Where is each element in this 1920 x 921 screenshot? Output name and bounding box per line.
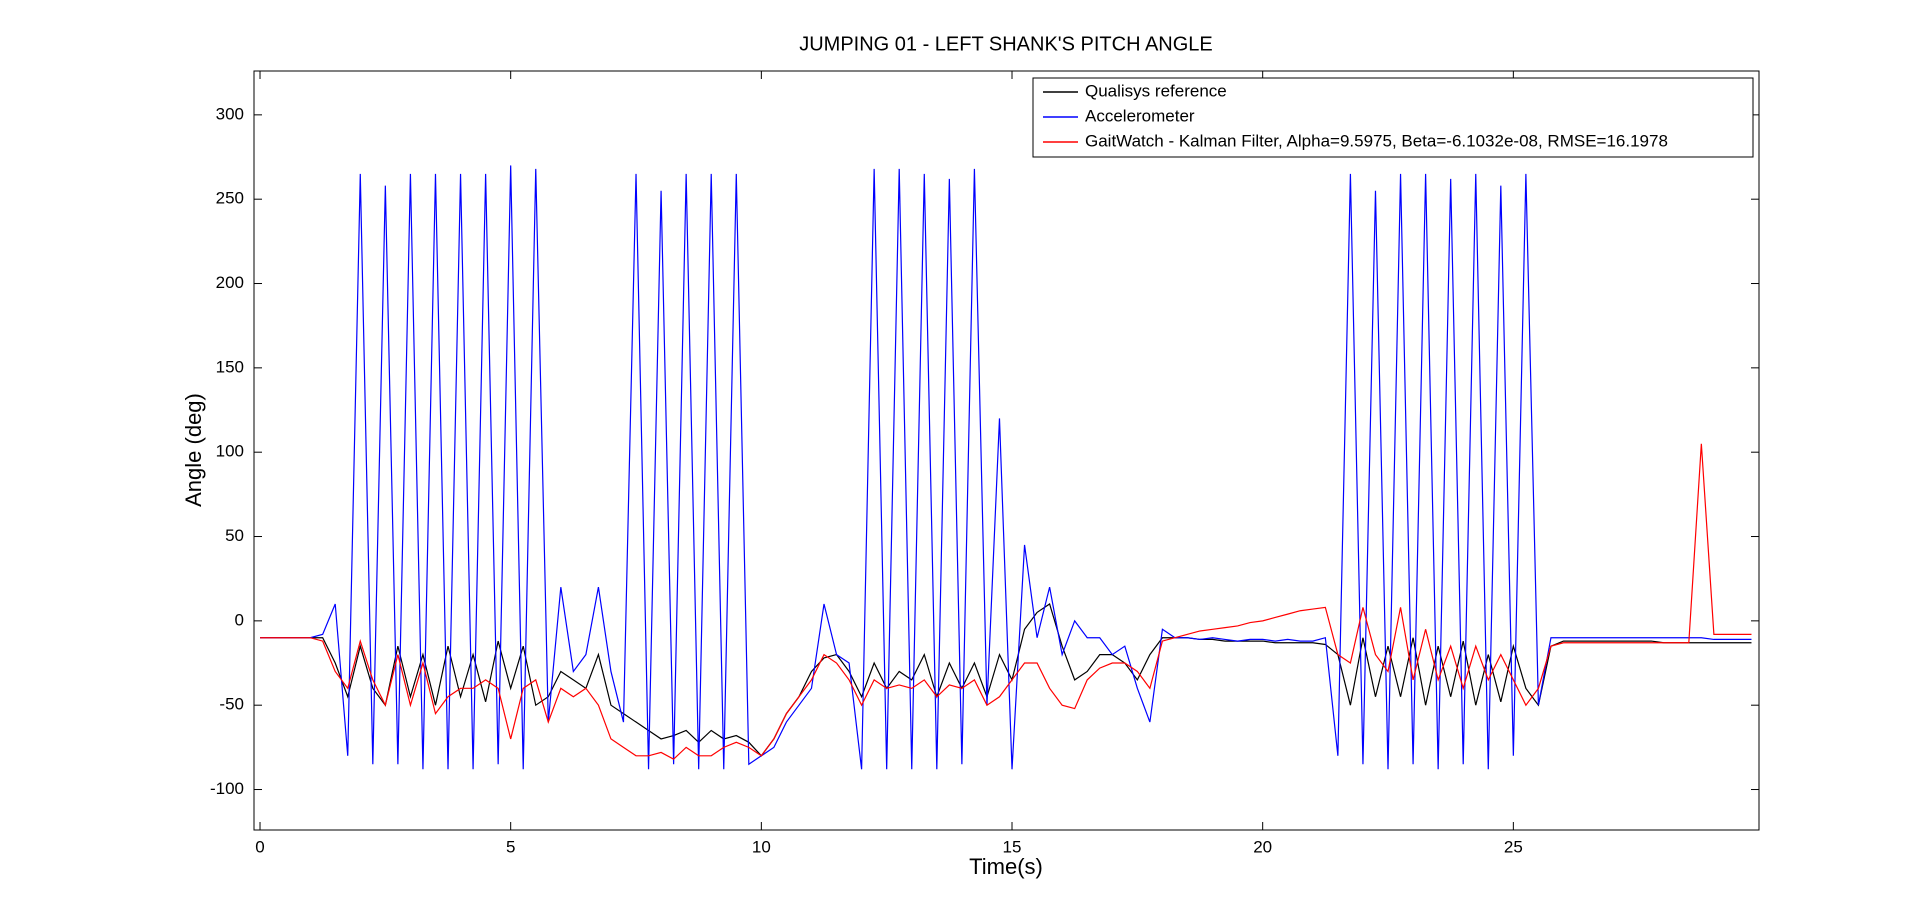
y-tick-label: 50 bbox=[225, 526, 244, 545]
x-axis-label: Time(s) bbox=[969, 854, 1043, 879]
x-tick-label: 15 bbox=[1003, 837, 1022, 856]
legend-label: Qualisys reference bbox=[1085, 81, 1227, 100]
x-tick-label: 20 bbox=[1253, 837, 1272, 856]
y-axis-label: Angle (deg) bbox=[181, 393, 206, 507]
legend-box bbox=[1032, 77, 1754, 158]
y-tick-label: 150 bbox=[216, 357, 244, 376]
x-tick-label: 0 bbox=[255, 837, 264, 856]
data-line bbox=[260, 165, 1752, 770]
y-tick-label: 100 bbox=[216, 442, 244, 461]
x-tick-label: 25 bbox=[1504, 837, 1523, 856]
axes-box bbox=[253, 70, 1760, 831]
y-tick-label: 300 bbox=[216, 104, 244, 123]
data-line bbox=[260, 603, 1752, 757]
x-tick-label: 10 bbox=[752, 837, 771, 856]
y-tick-label: 250 bbox=[216, 189, 244, 208]
y-tick-label: 200 bbox=[216, 273, 244, 292]
data-line bbox=[260, 443, 1752, 760]
x-tick-label: 5 bbox=[506, 837, 515, 856]
legend-label: GaitWatch - Kalman Filter, Alpha=9.5975,… bbox=[1085, 131, 1668, 150]
y-tick-label: 0 bbox=[235, 610, 244, 629]
legend-label: Accelerometer bbox=[1085, 106, 1195, 125]
y-tick-label: -50 bbox=[219, 695, 244, 714]
chart-title: JUMPING 01 - LEFT SHANK'S PITCH ANGLE bbox=[799, 33, 1213, 55]
y-tick-label: -100 bbox=[210, 779, 244, 798]
